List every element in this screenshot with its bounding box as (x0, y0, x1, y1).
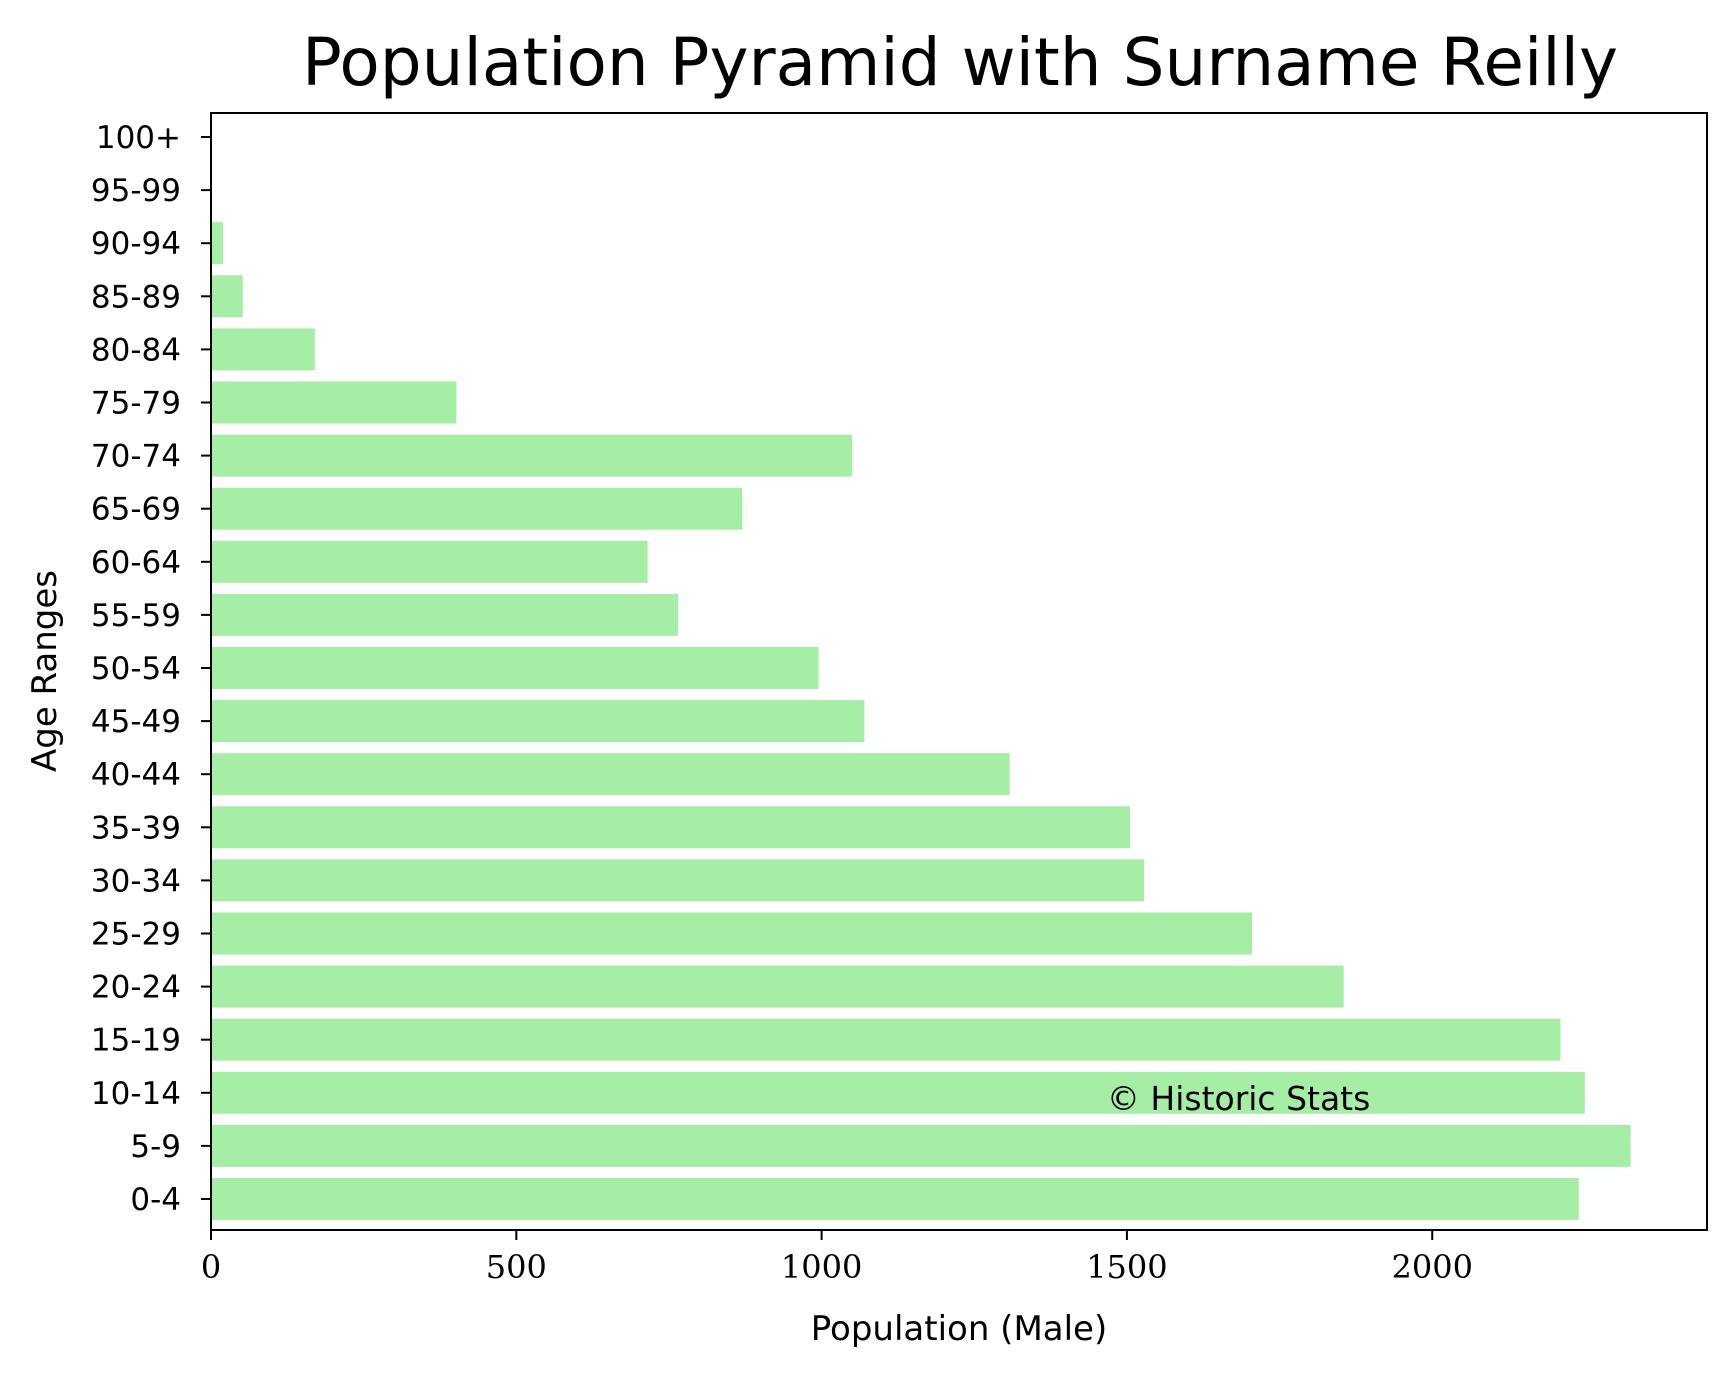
y-tick-label: 20-24 (91, 970, 181, 1006)
y-tick-label: 95-99 (91, 173, 181, 209)
bar-35-39 (211, 806, 1130, 849)
bar-75-79 (211, 381, 457, 424)
y-tick-label: 80-84 (91, 332, 181, 368)
bar-65-69 (211, 487, 743, 530)
y-tick-label: 35-39 (91, 810, 181, 846)
chart-title: Population Pyramid with Surname Reilly (302, 24, 1618, 101)
bar-5-9 (211, 1124, 1631, 1167)
y-tick-label: 30-34 (91, 863, 181, 899)
y-tick-label: 0-4 (130, 1182, 181, 1218)
bar-0-4 (211, 1178, 1579, 1220)
x-tick-label: 500 (486, 1248, 547, 1286)
y-tick-label: 65-69 (91, 492, 181, 528)
bar-90-94 (211, 222, 224, 265)
bar-40-44 (211, 753, 1010, 796)
bar-45-49 (211, 700, 865, 743)
x-tick-label: 1500 (1086, 1248, 1167, 1286)
plot-frame (210, 112, 1708, 1231)
y-tick-label: 60-64 (91, 545, 181, 581)
bars-layer (211, 222, 1631, 1220)
bar-10-14 (211, 1071, 1585, 1114)
bar-70-74 (211, 434, 853, 477)
bar-85-89 (211, 275, 243, 318)
bar-55-59 (211, 593, 679, 636)
bar-30-34 (211, 859, 1145, 902)
y-tick-label: 15-19 (91, 1023, 181, 1059)
y-tick-label: 70-74 (91, 439, 181, 475)
y-tick-label: 75-79 (91, 386, 181, 422)
y-axis-ticks: 0-4 5-9 10-14 15-19 20-24 25-29 30-34 35-39 40-4… (91, 120, 211, 1218)
y-tick-label: 85-89 (91, 279, 181, 315)
bar-15-19 (211, 1018, 1561, 1061)
y-tick-label: 90-94 (91, 226, 181, 262)
bar-20-24 (211, 965, 1344, 1008)
bar-50-54 (211, 647, 819, 689)
y-tick-label: 50-54 (91, 651, 181, 687)
bar-25-29 (211, 912, 1253, 955)
x-tick-label: 1000 (781, 1248, 862, 1286)
watermark-text: © Historic Stats (1107, 1079, 1370, 1118)
x-axis-label: Population (Male) (811, 1309, 1108, 1349)
y-tick-label: 25-29 (91, 917, 181, 953)
bar-60-64 (211, 540, 648, 583)
x-tick-label: 2000 (1392, 1248, 1473, 1286)
y-tick-label: 100+ (96, 120, 181, 156)
y-tick-label: 10-14 (91, 1076, 181, 1112)
y-tick-label: 45-49 (91, 704, 181, 740)
y-tick-label: 55-59 (91, 598, 181, 634)
x-axis-ticks: 0 500 1000 1500 2000 (201, 1230, 1473, 1286)
y-axis-label: Age Ranges (25, 570, 65, 772)
y-tick-label: 40-44 (91, 757, 181, 793)
y-tick-label: 5-9 (130, 1129, 181, 1165)
bar-80-84 (211, 328, 315, 371)
x-tick-label: 0 (201, 1248, 221, 1286)
